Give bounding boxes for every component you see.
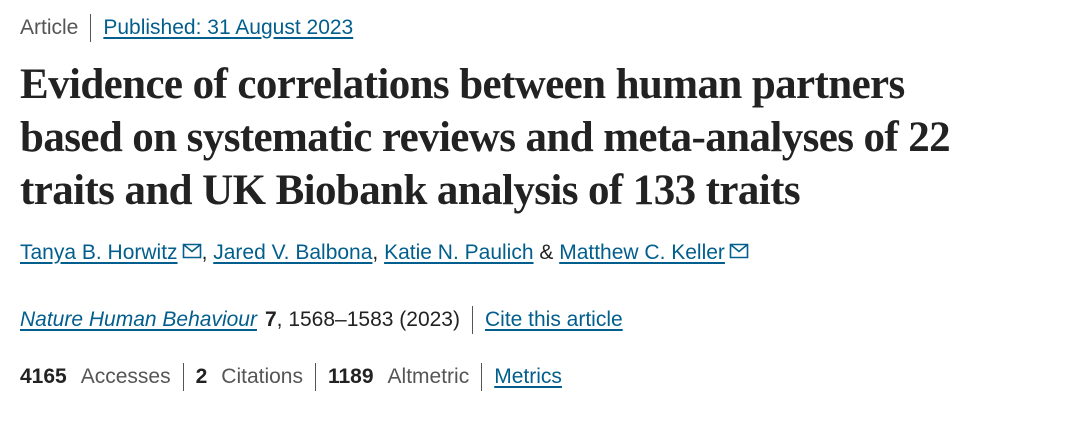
separator xyxy=(471,306,473,334)
metric-value: 4165 xyxy=(20,365,67,388)
separator xyxy=(182,363,184,391)
authors: Tanya B. Horwitz, Jared V. Balbona, Kati… xyxy=(20,241,749,265)
journal-link[interactable]: Nature Human Behaviour xyxy=(20,308,257,331)
separator xyxy=(481,363,483,391)
metric-value: 1189 xyxy=(327,365,374,388)
metric-label: Accesses xyxy=(80,365,171,388)
author-link[interactable]: Katie N. Paulich xyxy=(384,241,534,264)
metric-value: 2 xyxy=(195,365,208,388)
email-icon[interactable] xyxy=(729,243,749,259)
volume: 7 xyxy=(264,308,277,331)
article-type: Article xyxy=(20,16,79,39)
separator xyxy=(90,14,92,42)
title-line: traits and UK Biobank analysis of 133 tr… xyxy=(20,167,801,214)
title-line: based on systematic reviews and meta-ana… xyxy=(20,114,951,161)
email-icon[interactable] xyxy=(182,243,202,259)
citation: Nature Human Behaviour 7 , 1568–1583 (20… xyxy=(20,306,623,334)
separator xyxy=(314,363,316,391)
author-link[interactable]: Jared V. Balbona xyxy=(213,241,373,264)
header-row: Article Published: 31 August 2023 xyxy=(20,14,353,42)
metric-label: Altmetric xyxy=(387,365,470,388)
author-link[interactable]: Matthew C. Keller xyxy=(559,241,725,264)
metric-label: Citations xyxy=(221,365,303,388)
cite-link[interactable]: Cite this article xyxy=(484,308,623,331)
title: Evidence of correlations between human p… xyxy=(20,58,951,217)
pages: , 1568–1583 (2023) xyxy=(276,308,460,331)
author-separator: & xyxy=(533,241,560,264)
author-separator: , xyxy=(201,241,214,264)
author-separator: , xyxy=(372,241,385,264)
title-line: Evidence of correlations between human p… xyxy=(20,61,905,108)
published-link[interactable]: Published: 31 August 2023 xyxy=(103,16,354,39)
metrics: 4165 Accesses 2 Citations 1189 Altmetric Metri… xyxy=(20,363,562,391)
metrics-link[interactable]: Metrics xyxy=(494,365,562,388)
author-link[interactable]: Tanya B. Horwitz xyxy=(20,241,178,264)
